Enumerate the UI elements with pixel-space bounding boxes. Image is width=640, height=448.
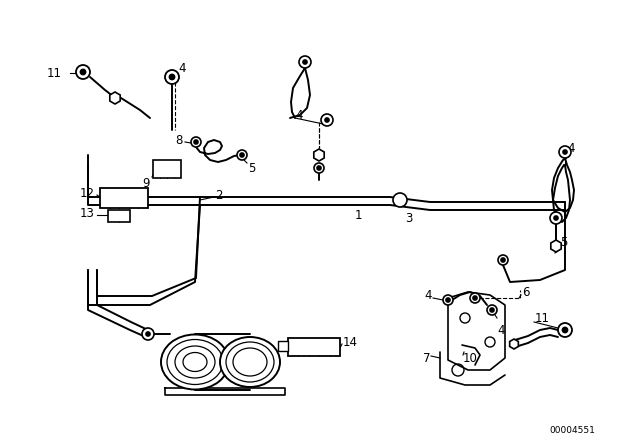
- Circle shape: [393, 193, 407, 207]
- Circle shape: [314, 163, 324, 173]
- Bar: [100, 188, 148, 208]
- Circle shape: [325, 118, 329, 122]
- Polygon shape: [314, 149, 324, 161]
- Circle shape: [443, 295, 453, 305]
- Text: 5: 5: [560, 236, 568, 249]
- Bar: [278, 341, 288, 351]
- Text: 4: 4: [178, 61, 186, 74]
- Circle shape: [237, 150, 247, 160]
- Circle shape: [299, 56, 311, 68]
- Circle shape: [563, 327, 568, 332]
- Text: 2: 2: [215, 189, 223, 202]
- Circle shape: [194, 140, 198, 144]
- Bar: [108, 210, 130, 222]
- Polygon shape: [110, 92, 120, 104]
- Circle shape: [554, 216, 558, 220]
- Ellipse shape: [161, 335, 229, 389]
- Text: 6: 6: [522, 285, 529, 298]
- Circle shape: [487, 305, 497, 315]
- Ellipse shape: [220, 337, 280, 387]
- Polygon shape: [509, 339, 518, 349]
- Circle shape: [165, 70, 179, 84]
- Circle shape: [498, 255, 508, 265]
- Text: 12: 12: [80, 186, 95, 199]
- Text: 4: 4: [567, 142, 575, 155]
- Text: 4: 4: [424, 289, 432, 302]
- Circle shape: [559, 146, 571, 158]
- Circle shape: [317, 166, 321, 170]
- Circle shape: [446, 298, 450, 302]
- Text: 14: 14: [343, 336, 358, 349]
- Bar: [288, 338, 340, 356]
- Text: 5: 5: [248, 161, 255, 175]
- Circle shape: [81, 69, 86, 74]
- Circle shape: [240, 153, 244, 157]
- Circle shape: [146, 332, 150, 336]
- Circle shape: [321, 114, 333, 126]
- Circle shape: [142, 328, 154, 340]
- Text: 8: 8: [175, 134, 183, 146]
- Polygon shape: [551, 240, 561, 252]
- Circle shape: [170, 74, 175, 79]
- Circle shape: [303, 60, 307, 64]
- Circle shape: [501, 258, 505, 262]
- Circle shape: [550, 212, 562, 224]
- Circle shape: [563, 150, 567, 154]
- Circle shape: [191, 137, 201, 147]
- Circle shape: [473, 296, 477, 300]
- Text: 11: 11: [47, 66, 62, 79]
- Text: 11: 11: [535, 311, 550, 324]
- Text: 9: 9: [143, 177, 150, 190]
- Text: 13: 13: [80, 207, 95, 220]
- Text: 7: 7: [422, 352, 430, 365]
- Text: 00004551: 00004551: [549, 426, 595, 435]
- Text: 3: 3: [405, 211, 412, 224]
- Circle shape: [470, 293, 480, 303]
- Text: 1: 1: [355, 208, 362, 221]
- Circle shape: [558, 323, 572, 337]
- Bar: [153, 160, 181, 178]
- Circle shape: [76, 65, 90, 79]
- Circle shape: [490, 308, 494, 312]
- Text: 4: 4: [497, 323, 504, 336]
- Text: 10: 10: [463, 352, 478, 365]
- Text: 4: 4: [295, 108, 303, 121]
